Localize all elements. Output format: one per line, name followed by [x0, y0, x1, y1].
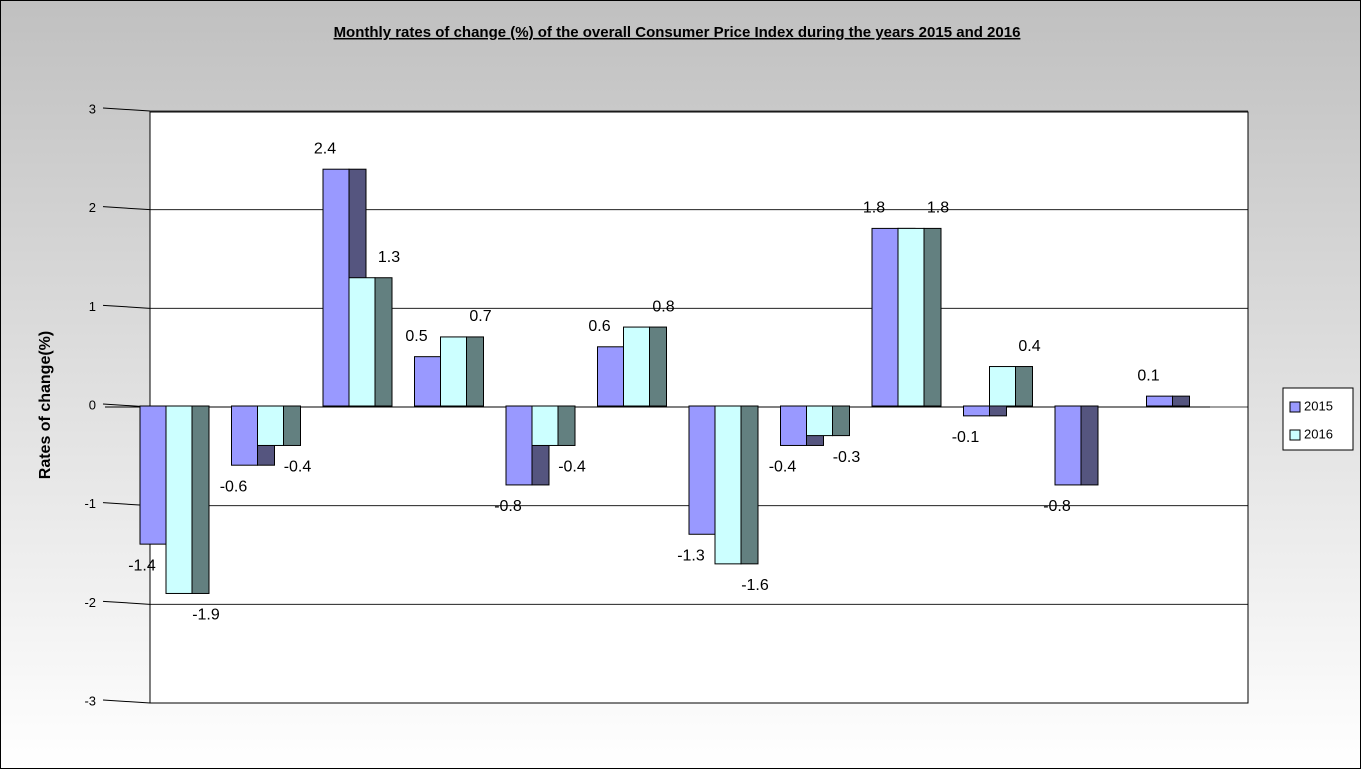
tick-mark [102, 600, 151, 605]
bar-side [1172, 395, 1190, 407]
legend-swatch [1289, 429, 1301, 441]
bar [897, 227, 925, 407]
legend-label: 2015 [1304, 398, 1333, 413]
tick-mark [102, 107, 151, 112]
bar-side [283, 405, 301, 446]
bar-side [649, 326, 667, 407]
bar [806, 405, 833, 437]
bar [531, 405, 559, 446]
value-label: -1.3 [677, 547, 705, 564]
value-label: -1.6 [741, 577, 769, 594]
value-label: -0.3 [833, 449, 861, 466]
value-label: 1.3 [378, 249, 400, 266]
bar-side [191, 405, 210, 594]
bar [440, 336, 467, 407]
value-label: 2.4 [314, 140, 336, 157]
bar [871, 227, 899, 407]
y-axis-title: Rates of change(%) [37, 331, 54, 479]
y-tick-label: 2 [89, 200, 96, 215]
y-tick-label: -2 [84, 595, 96, 610]
y-tick-label: 0 [89, 397, 96, 412]
value-label: 0.4 [1018, 338, 1040, 355]
value-label: 1.8 [927, 200, 949, 217]
bar [780, 405, 807, 446]
value-label: 0.6 [588, 318, 610, 335]
value-label: 0.1 [1137, 367, 1159, 384]
bar [231, 405, 258, 466]
value-label: -0.8 [494, 498, 522, 515]
y-tick-label: 3 [89, 101, 96, 116]
bar-side [466, 336, 484, 407]
value-label: -0.4 [284, 459, 312, 476]
bar-side [740, 405, 759, 565]
chart-title: Monthly rates of change (%) of the overa… [334, 24, 1021, 41]
y-tick-label: -3 [84, 693, 96, 708]
bar [989, 366, 1016, 407]
value-label: -0.8 [1043, 498, 1071, 515]
value-label: 0.7 [469, 308, 491, 325]
tick-mark [102, 699, 151, 704]
bar [322, 168, 350, 407]
bar-side [923, 227, 942, 407]
value-label: -0.6 [220, 478, 248, 495]
legend-swatch [1289, 401, 1301, 413]
bar [348, 277, 376, 407]
bar [597, 346, 624, 407]
tick-mark [102, 206, 151, 211]
value-label: -0.4 [769, 459, 797, 476]
bar [414, 356, 441, 407]
bar [139, 405, 167, 545]
bar [623, 326, 650, 407]
bar [505, 405, 533, 486]
bar-side [832, 405, 850, 437]
bar [165, 405, 193, 594]
value-label: -0.4 [558, 459, 586, 476]
bar-side [989, 405, 1007, 417]
value-label: 0.8 [652, 298, 674, 315]
bar [1054, 405, 1082, 486]
value-label: 0.5 [405, 328, 427, 345]
value-label: 1.8 [863, 200, 885, 217]
y-tick-label: 1 [89, 299, 96, 314]
bar-side [1080, 405, 1099, 486]
value-label: -1.9 [192, 607, 220, 624]
bar [963, 405, 990, 417]
value-label: -1.4 [128, 557, 156, 574]
value-label: -0.1 [952, 429, 980, 446]
y-tick-label: -1 [84, 496, 96, 511]
bar [1146, 395, 1173, 407]
bar-side [1015, 366, 1033, 407]
bar [714, 405, 742, 565]
bar-side [374, 277, 393, 407]
bar [257, 405, 284, 446]
legend-label: 2016 [1304, 426, 1333, 441]
tick-mark [102, 304, 151, 309]
bar [688, 405, 716, 535]
bar-side [557, 405, 576, 446]
